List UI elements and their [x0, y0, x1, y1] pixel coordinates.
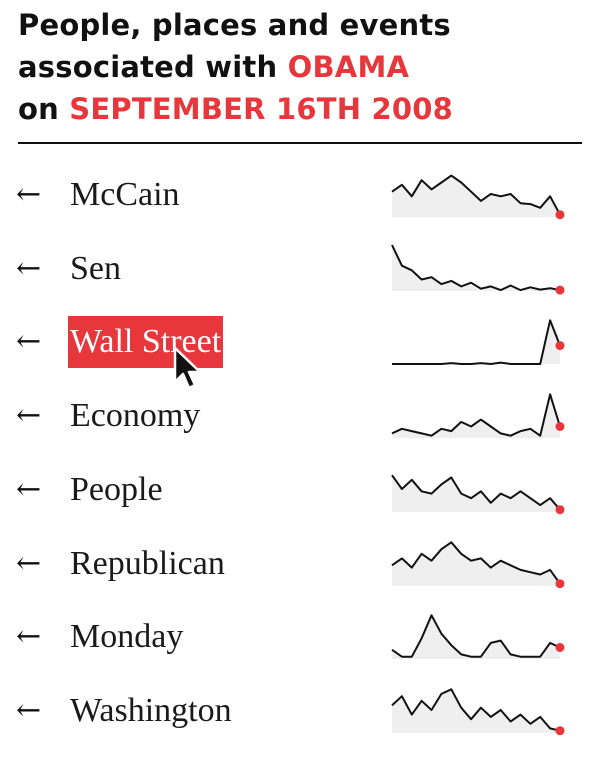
latest-point-marker — [556, 286, 565, 295]
sparkline-area — [392, 689, 560, 733]
term-link[interactable]: Sen — [70, 243, 121, 295]
sparkline-area — [392, 615, 560, 659]
left-arrow-icon[interactable]: ← — [16, 544, 41, 584]
sparkline — [388, 679, 572, 741]
subject-label: OBAMA — [288, 50, 410, 84]
sparkline — [388, 163, 572, 225]
sparkline-area — [392, 542, 560, 586]
term-row[interactable]: ← McCain — [0, 163, 610, 235]
sparkline-line — [392, 320, 560, 364]
sparkline — [388, 310, 572, 372]
term-row[interactable]: ← Republican — [0, 532, 610, 604]
latest-point-marker — [556, 505, 565, 514]
left-arrow-icon[interactable]: ← — [16, 322, 41, 362]
term-link[interactable]: Economy — [70, 390, 200, 442]
term-row[interactable]: ← Monday — [0, 605, 610, 677]
term-link[interactable]: McCain — [70, 169, 180, 221]
term-link[interactable]: Washington — [70, 685, 232, 737]
sparkline — [388, 384, 572, 446]
term-row[interactable]: ← Economy — [0, 384, 610, 456]
left-arrow-icon[interactable]: ← — [16, 617, 41, 657]
latest-point-marker — [556, 726, 565, 735]
left-arrow-icon[interactable]: ← — [16, 249, 41, 289]
sparkline — [388, 605, 572, 667]
latest-point-marker — [556, 579, 565, 588]
arrow-pointer-icon — [172, 346, 206, 394]
term-row[interactable]: ← People — [0, 458, 610, 530]
title-line-1: People, places and events — [18, 8, 451, 42]
term-link[interactable]: Republican — [70, 538, 225, 590]
sparkline-area — [392, 245, 560, 291]
left-arrow-icon[interactable]: ← — [16, 691, 41, 731]
header-divider — [18, 142, 582, 144]
left-arrow-icon[interactable]: ← — [16, 175, 41, 215]
page-title: People, places and events associated wit… — [18, 4, 453, 130]
date-label: SEPTEMBER 16TH 2008 — [69, 92, 453, 126]
latest-point-marker — [556, 422, 565, 431]
latest-point-marker — [556, 341, 565, 350]
sparkline — [388, 532, 572, 594]
latest-point-marker — [556, 643, 565, 652]
left-arrow-icon[interactable]: ← — [16, 396, 41, 436]
term-row[interactable]: ← Sen — [0, 237, 610, 309]
left-arrow-icon[interactable]: ← — [16, 470, 41, 510]
title-line-2-prefix: associated with — [18, 50, 288, 84]
sparkline — [388, 458, 572, 520]
title-line-3-prefix: on — [18, 92, 69, 126]
term-link[interactable]: People — [70, 464, 163, 516]
term-row[interactable]: ← Wall Street — [0, 310, 610, 382]
term-row[interactable]: ← Washington — [0, 679, 610, 751]
sparkline-area — [392, 320, 560, 364]
latest-point-marker — [556, 210, 565, 219]
term-link[interactable]: Monday — [70, 611, 183, 663]
sparkline — [388, 237, 572, 299]
